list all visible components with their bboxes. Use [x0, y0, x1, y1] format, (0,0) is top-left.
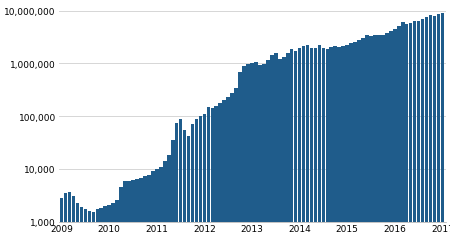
Bar: [72, 196, 76, 252]
Bar: [401, 23, 405, 252]
Bar: [119, 187, 123, 252]
Bar: [147, 175, 151, 252]
Bar: [211, 109, 214, 252]
Bar: [222, 101, 226, 252]
Bar: [318, 46, 321, 252]
Bar: [242, 67, 246, 252]
Bar: [139, 178, 143, 252]
Bar: [108, 205, 111, 252]
Bar: [135, 179, 139, 252]
Bar: [306, 46, 309, 252]
Bar: [64, 193, 68, 252]
Bar: [441, 14, 444, 252]
Bar: [262, 65, 266, 252]
Bar: [266, 61, 270, 252]
Bar: [84, 210, 87, 252]
Bar: [179, 119, 182, 252]
Bar: [302, 47, 306, 252]
Bar: [417, 21, 420, 252]
Bar: [345, 46, 349, 252]
Bar: [191, 125, 194, 252]
Bar: [325, 50, 329, 252]
Bar: [151, 172, 155, 252]
Bar: [80, 207, 83, 252]
Bar: [207, 108, 210, 252]
Bar: [425, 18, 428, 252]
Bar: [234, 88, 238, 252]
Bar: [99, 208, 103, 252]
Bar: [88, 211, 91, 252]
Bar: [361, 38, 365, 252]
Bar: [143, 177, 147, 252]
Bar: [218, 104, 222, 252]
Bar: [246, 65, 250, 252]
Bar: [310, 49, 313, 252]
Bar: [421, 20, 424, 252]
Bar: [278, 60, 282, 252]
Bar: [314, 48, 317, 252]
Bar: [226, 97, 230, 252]
Bar: [369, 37, 373, 252]
Bar: [60, 198, 63, 252]
Bar: [365, 36, 369, 252]
Bar: [131, 180, 135, 252]
Bar: [298, 48, 302, 252]
Bar: [155, 169, 159, 252]
Bar: [322, 49, 325, 252]
Bar: [115, 200, 119, 252]
Bar: [171, 141, 175, 252]
Bar: [436, 15, 440, 252]
Bar: [290, 50, 293, 252]
Bar: [91, 212, 95, 252]
Bar: [68, 192, 72, 252]
Bar: [175, 123, 179, 252]
Bar: [338, 48, 341, 252]
Bar: [202, 115, 206, 252]
Bar: [187, 137, 190, 252]
Bar: [76, 203, 79, 252]
Bar: [104, 206, 107, 252]
Bar: [294, 51, 297, 252]
Bar: [428, 16, 432, 252]
Bar: [389, 32, 392, 252]
Bar: [215, 107, 218, 252]
Bar: [409, 24, 413, 252]
Bar: [282, 57, 286, 252]
Bar: [377, 36, 381, 252]
Bar: [159, 167, 162, 252]
Bar: [112, 203, 115, 252]
Bar: [167, 156, 171, 252]
Bar: [230, 94, 234, 252]
Bar: [254, 63, 258, 252]
Bar: [373, 36, 377, 252]
Bar: [381, 36, 385, 252]
Bar: [413, 22, 416, 252]
Bar: [393, 30, 396, 252]
Bar: [123, 182, 127, 252]
Bar: [127, 181, 131, 252]
Bar: [183, 130, 186, 252]
Bar: [342, 47, 345, 252]
Bar: [286, 53, 289, 252]
Bar: [95, 210, 99, 252]
Bar: [198, 117, 202, 252]
Bar: [329, 48, 333, 252]
Bar: [397, 27, 400, 252]
Bar: [274, 53, 278, 252]
Bar: [195, 119, 198, 252]
Bar: [333, 47, 337, 252]
Bar: [357, 41, 361, 252]
Bar: [385, 34, 389, 252]
Bar: [250, 64, 254, 252]
Bar: [349, 44, 353, 252]
Bar: [270, 56, 274, 252]
Bar: [258, 66, 262, 252]
Bar: [405, 25, 409, 252]
Bar: [432, 17, 436, 252]
Bar: [238, 72, 242, 252]
Bar: [163, 162, 166, 252]
Bar: [353, 42, 357, 252]
